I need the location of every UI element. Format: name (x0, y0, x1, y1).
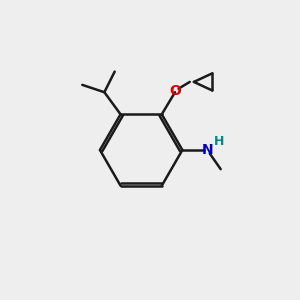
Text: O: O (169, 84, 181, 98)
Text: N: N (202, 143, 213, 157)
Text: H: H (213, 135, 224, 148)
